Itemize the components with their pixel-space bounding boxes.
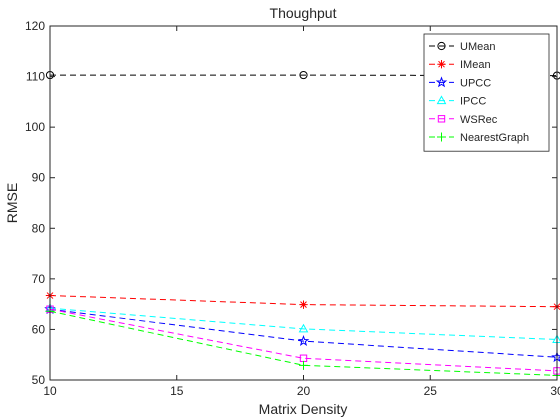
legend-label-nearestgraph: NearestGraph bbox=[460, 132, 529, 144]
axes-layer: 10 15 20 25 30 50 60 70 80 90 100 110 120 bbox=[25, 19, 560, 398]
legend-marker-upcc bbox=[435, 76, 448, 88]
data-point-upcc bbox=[297, 335, 310, 346]
x-tick-label: 20 bbox=[297, 384, 311, 398]
y-axis-label: RMSE bbox=[4, 183, 20, 223]
legend-label-imean: IMean bbox=[460, 59, 491, 71]
x-tick-label: 25 bbox=[424, 384, 438, 398]
legend-label-umean: UMean bbox=[460, 41, 495, 53]
legend-label-ipcc: IPCC bbox=[460, 96, 486, 108]
x-tick-label: 30 bbox=[550, 384, 560, 398]
legend-marker-nearestgraph bbox=[437, 132, 446, 142]
x-tick-label: 15 bbox=[170, 384, 184, 398]
x-axis-label: Matrix Density bbox=[259, 401, 348, 417]
y-tick-label: 50 bbox=[32, 373, 46, 387]
legend-box bbox=[423, 33, 550, 152]
legend: UMean IMean UPCC IPCC WSRec NearestGraph bbox=[423, 33, 550, 152]
legend-marker-umean bbox=[437, 41, 446, 51]
legend-marker-imean bbox=[437, 60, 446, 69]
data-point-umean bbox=[299, 70, 308, 80]
legend-label-wsrec: WSRec bbox=[460, 114, 498, 126]
chart-title: Thoughput bbox=[270, 5, 337, 21]
data-point-nearestgraph bbox=[299, 360, 308, 370]
legend-marker-ipcc bbox=[436, 95, 447, 105]
x-tick-label: 10 bbox=[43, 384, 57, 398]
series-line-ipcc bbox=[49, 307, 558, 340]
y-tick-label: 70 bbox=[32, 272, 46, 286]
data-point-ipcc bbox=[298, 323, 309, 333]
series-line-upcc bbox=[49, 308, 558, 358]
y-tick-label: 60 bbox=[32, 322, 46, 336]
y-tick-label: 90 bbox=[32, 171, 46, 185]
data-point-imean bbox=[299, 300, 308, 309]
y-tick-label: 110 bbox=[26, 70, 45, 84]
y-tick-label: 80 bbox=[32, 221, 46, 235]
y-tick-label: 120 bbox=[25, 19, 45, 33]
y-tick-label: 100 bbox=[25, 120, 45, 134]
legend-marker-wsrec bbox=[437, 115, 446, 123]
legend-label-upcc: UPCC bbox=[460, 77, 491, 89]
